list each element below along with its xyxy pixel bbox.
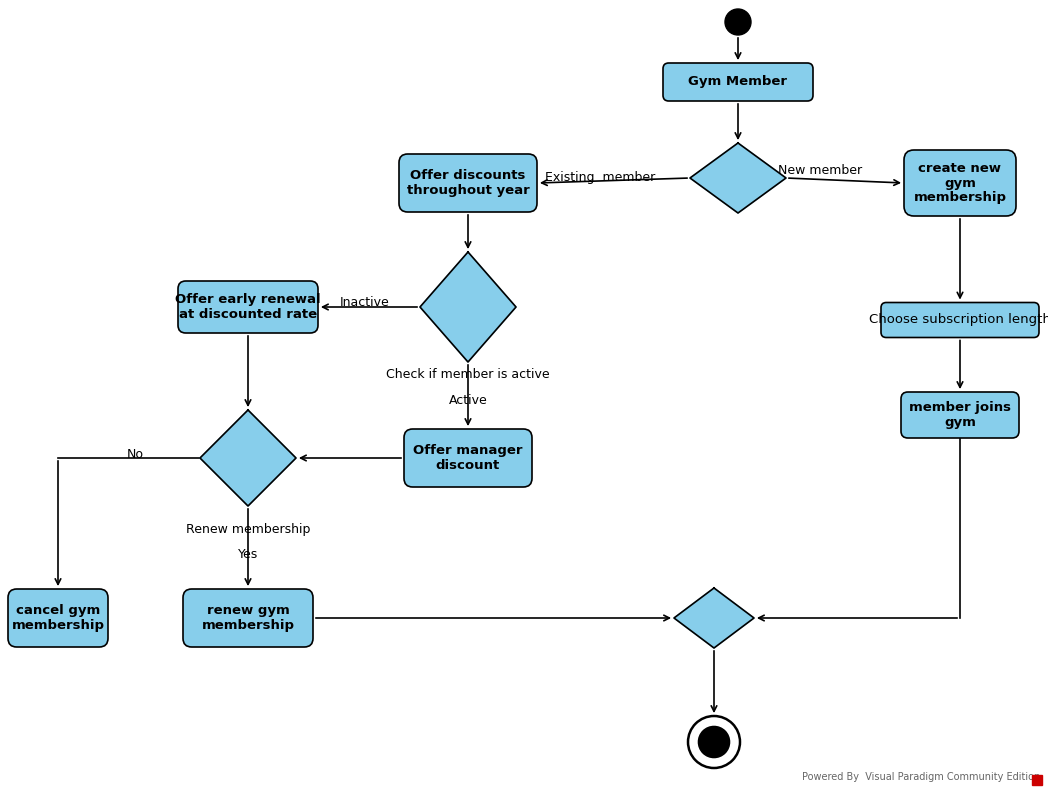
Text: No: No bbox=[127, 448, 144, 462]
Bar bbox=[1032, 775, 1042, 785]
FancyBboxPatch shape bbox=[881, 303, 1039, 338]
Text: Renew membership: Renew membership bbox=[185, 523, 310, 537]
Text: Powered By  Visual Paradigm Community Edition: Powered By Visual Paradigm Community Edi… bbox=[802, 772, 1040, 782]
FancyBboxPatch shape bbox=[901, 392, 1019, 438]
Text: cancel gym
membership: cancel gym membership bbox=[12, 604, 105, 632]
Text: Inactive: Inactive bbox=[341, 296, 390, 308]
Polygon shape bbox=[690, 143, 786, 213]
Text: Yes: Yes bbox=[238, 549, 258, 561]
Text: New member: New member bbox=[778, 164, 863, 176]
Text: Check if member is active: Check if member is active bbox=[386, 369, 550, 382]
FancyBboxPatch shape bbox=[399, 154, 537, 212]
Text: Choose subscription length: Choose subscription length bbox=[869, 313, 1048, 327]
FancyBboxPatch shape bbox=[178, 281, 318, 333]
Text: renew gym
membership: renew gym membership bbox=[201, 604, 294, 632]
Text: Offer discounts
throughout year: Offer discounts throughout year bbox=[407, 169, 529, 197]
FancyBboxPatch shape bbox=[663, 63, 813, 101]
Polygon shape bbox=[420, 252, 516, 362]
Text: Offer early renewal
at discounted rate: Offer early renewal at discounted rate bbox=[175, 293, 321, 321]
Text: Offer manager
discount: Offer manager discount bbox=[413, 444, 523, 472]
Circle shape bbox=[698, 727, 729, 758]
Text: member joins
gym: member joins gym bbox=[909, 401, 1011, 429]
FancyBboxPatch shape bbox=[403, 429, 532, 487]
Text: create new
gym
membership: create new gym membership bbox=[914, 161, 1006, 204]
Polygon shape bbox=[674, 588, 754, 648]
Text: Gym Member: Gym Member bbox=[689, 76, 787, 88]
Circle shape bbox=[687, 716, 740, 768]
Text: Existing  member: Existing member bbox=[545, 172, 655, 184]
FancyBboxPatch shape bbox=[904, 150, 1016, 216]
Circle shape bbox=[725, 9, 751, 35]
FancyBboxPatch shape bbox=[183, 589, 313, 647]
Polygon shape bbox=[200, 410, 296, 506]
Text: Active: Active bbox=[449, 394, 487, 406]
FancyBboxPatch shape bbox=[8, 589, 108, 647]
